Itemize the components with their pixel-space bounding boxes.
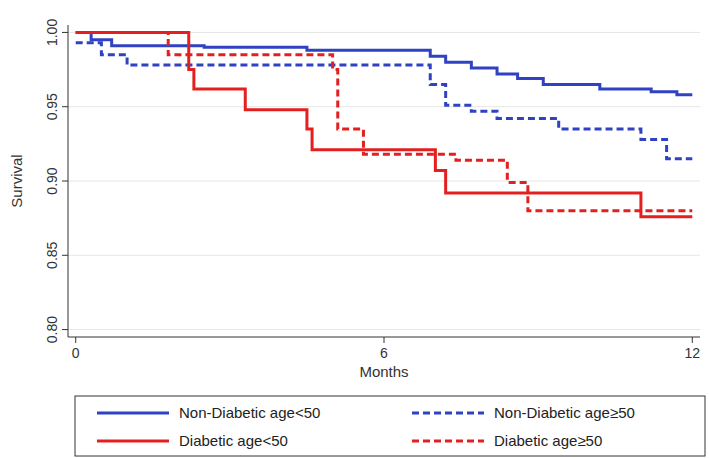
y-tick-label: 0.90 <box>44 167 60 194</box>
y-tick <box>62 329 68 330</box>
x-axis-title: Months <box>359 363 408 380</box>
series-line <box>76 43 693 159</box>
legend-label: Non-Diabetic age<50 <box>179 404 320 421</box>
y-tick <box>62 255 68 256</box>
x-tick-label: 0 <box>72 345 80 361</box>
legend-label: Diabetic age≥50 <box>494 432 602 449</box>
x-tick <box>75 337 76 343</box>
grid-line <box>68 106 700 107</box>
series-line <box>76 32 693 210</box>
legend-swatch <box>412 412 484 415</box>
y-tick-label: 0.85 <box>44 241 60 268</box>
grid-line <box>68 181 700 182</box>
y-tick-label: 1.00 <box>44 19 60 46</box>
series-group <box>76 32 693 216</box>
x-tick <box>692 337 693 343</box>
grid-line <box>68 255 700 256</box>
grid-line <box>68 329 700 330</box>
legend-box <box>75 396 705 456</box>
y-tick-label: 0.80 <box>44 316 60 343</box>
y-tick <box>62 106 68 107</box>
legend-label: Diabetic age<50 <box>179 432 288 449</box>
legend-label: Non-Diabetic age≥50 <box>494 404 635 421</box>
x-tick <box>384 337 385 343</box>
legend-swatch <box>97 440 169 443</box>
y-tick <box>62 181 68 182</box>
chart: 0.80 0.85 0.90 0.95 1.00 0 6 12 Months Survival No… <box>0 0 709 458</box>
y-tick <box>62 32 68 33</box>
x-tick-label: 12 <box>685 345 701 361</box>
y-axis-title: Survival <box>8 154 25 207</box>
legend-swatch <box>97 412 169 415</box>
x-tick-label: 6 <box>380 345 388 361</box>
y-tick-label: 0.95 <box>44 93 60 120</box>
legend-swatch <box>412 440 484 443</box>
series-line <box>76 32 693 216</box>
